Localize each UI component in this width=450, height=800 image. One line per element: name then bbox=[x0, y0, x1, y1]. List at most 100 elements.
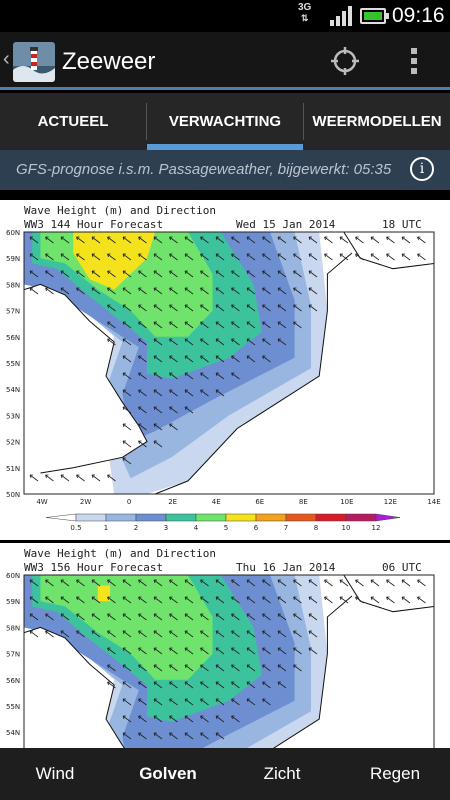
coastline-norway bbox=[343, 575, 434, 613]
lat-label: 59N bbox=[6, 598, 20, 606]
legend-label: 12 bbox=[372, 524, 381, 532]
lon-label: 12E bbox=[384, 498, 397, 506]
tab-verwachting[interactable]: VERWACHTING bbox=[147, 93, 303, 150]
bottom-nav: Wind Golven Zicht Regen bbox=[0, 748, 450, 800]
map-frame bbox=[23, 574, 435, 748]
legend-swatch bbox=[135, 513, 167, 522]
wave-band-5m bbox=[40, 575, 213, 680]
forecast-list[interactable]: Wave Height (m) and Direction WW3 144 Hou… bbox=[0, 190, 450, 748]
coastline-continent bbox=[273, 595, 353, 748]
map-area bbox=[24, 575, 434, 748]
action-bar: ‹ Zeeweer bbox=[0, 32, 450, 90]
lat-label: 53N bbox=[6, 412, 20, 420]
map-frame bbox=[23, 231, 435, 495]
lat-label: 50N bbox=[6, 491, 20, 499]
battery-icon bbox=[360, 8, 389, 24]
lat-label: 57N bbox=[6, 651, 20, 659]
legend-swatch bbox=[315, 513, 347, 522]
legend-label: 1 bbox=[104, 524, 108, 532]
lat-label: 57N bbox=[6, 308, 20, 316]
chart-time: 18 UTC bbox=[382, 218, 422, 231]
chart-subtitle: WW3 156 Hour Forecast bbox=[24, 561, 163, 574]
lat-label: 55N bbox=[6, 360, 20, 368]
chart-title: Wave Height (m) and Direction bbox=[24, 547, 216, 560]
chart-subtitle: WW3 144 Hour Forecast bbox=[24, 218, 163, 231]
nav-zicht[interactable]: Zicht bbox=[263, 764, 301, 783]
land-britain bbox=[24, 284, 147, 479]
legend-label: 3 bbox=[164, 524, 168, 532]
lon-label: 6E bbox=[255, 498, 264, 506]
lat-label: 55N bbox=[6, 703, 20, 711]
tab-bar: ACTUEEL VERWACHTING WEERMODELLEN bbox=[0, 93, 450, 150]
tab-actueel[interactable]: ACTUEEL bbox=[37, 113, 109, 130]
legend-label: 4 bbox=[194, 524, 199, 532]
tab-divider bbox=[146, 103, 147, 140]
legend-swatch bbox=[195, 513, 227, 522]
forecast-info-strip: GFS-prognose i.s.m. Passageweather, bijg… bbox=[0, 150, 450, 190]
lat-label: 60N bbox=[6, 229, 20, 237]
legend-swatch bbox=[75, 513, 107, 522]
wave-band-6m bbox=[97, 585, 111, 602]
nav-regen[interactable]: Regen bbox=[369, 764, 421, 783]
lon-label: 8E bbox=[299, 498, 308, 506]
lat-label: 58N bbox=[6, 624, 20, 632]
network-type: 3G bbox=[298, 2, 312, 13]
lighthouse-icon bbox=[13, 42, 55, 82]
legend-swatch bbox=[105, 513, 137, 522]
tab-weermodellen[interactable]: WEERMODELLEN bbox=[312, 113, 442, 130]
legend-label: 10 bbox=[342, 524, 351, 532]
lat-label: 59N bbox=[6, 255, 20, 263]
land-continent bbox=[273, 596, 434, 748]
status-bar: 3G ⇅ 09:16 bbox=[0, 0, 450, 32]
tab-divider bbox=[303, 103, 304, 140]
lat-label: 51N bbox=[6, 465, 20, 473]
chart-date: Thu 16 Jan 2014 bbox=[236, 561, 336, 574]
land-britain bbox=[24, 627, 125, 748]
legend-swatch bbox=[225, 513, 257, 522]
map-area bbox=[24, 232, 434, 494]
lat-label: 60N bbox=[6, 572, 20, 580]
wave-chart-card: Wave Height (m) and Direction WW3 144 Hou… bbox=[0, 200, 450, 540]
coastline-britain bbox=[24, 626, 125, 748]
lon-label: 10E bbox=[340, 498, 353, 506]
nav-golven[interactable]: Golven bbox=[139, 764, 197, 783]
lat-label: 54N bbox=[6, 729, 20, 737]
coastline-britain bbox=[24, 283, 148, 474]
back-chevron-icon[interactable]: ‹ bbox=[3, 48, 10, 70]
app-logo[interactable] bbox=[13, 42, 55, 82]
chart-date: Wed 15 Jan 2014 bbox=[236, 218, 336, 231]
crosshair-icon[interactable] bbox=[330, 46, 360, 76]
wave-direction-arrows bbox=[29, 236, 426, 482]
wave-band-6m bbox=[73, 232, 156, 290]
legend-label: 7 bbox=[284, 524, 288, 532]
lat-label: 52N bbox=[6, 439, 20, 447]
legend-arrow bbox=[375, 513, 401, 522]
lon-label: 2E bbox=[168, 498, 177, 506]
chart-title: Wave Height (m) and Direction bbox=[24, 204, 216, 217]
legend-swatch bbox=[345, 513, 377, 522]
legend-arrow bbox=[45, 513, 77, 522]
data-arrows-icon: ⇅ bbox=[300, 13, 309, 23]
overflow-menu-icon[interactable] bbox=[408, 46, 420, 76]
network-indicator: 3G ⇅ bbox=[298, 2, 312, 24]
wave-chart-card: Wave Height (m) and Direction WW3 156 Hou… bbox=[0, 543, 450, 748]
lon-label: 0 bbox=[127, 498, 131, 506]
wave-direction-arrows bbox=[29, 579, 426, 740]
lat-label: 56N bbox=[6, 677, 20, 685]
lon-label: 2W bbox=[80, 498, 91, 506]
legend-swatch bbox=[285, 513, 317, 522]
coastline-norway bbox=[343, 232, 434, 270]
legend-label: 6 bbox=[254, 524, 259, 532]
info-icon[interactable]: i bbox=[410, 157, 434, 181]
nav-wind[interactable]: Wind bbox=[35, 764, 75, 783]
app-title: Zeeweer bbox=[62, 48, 156, 75]
lat-label: 56N bbox=[6, 334, 20, 342]
lon-label: 14E bbox=[427, 498, 440, 506]
legend-label: 8 bbox=[314, 524, 318, 532]
legend-label: 2 bbox=[134, 524, 138, 532]
coastline-continent bbox=[155, 252, 353, 494]
forecast-source-text: GFS-prognose i.s.m. Passageweather, bijg… bbox=[16, 161, 392, 178]
lat-label: 58N bbox=[6, 281, 20, 289]
legend-label: 0.5 bbox=[70, 524, 81, 532]
